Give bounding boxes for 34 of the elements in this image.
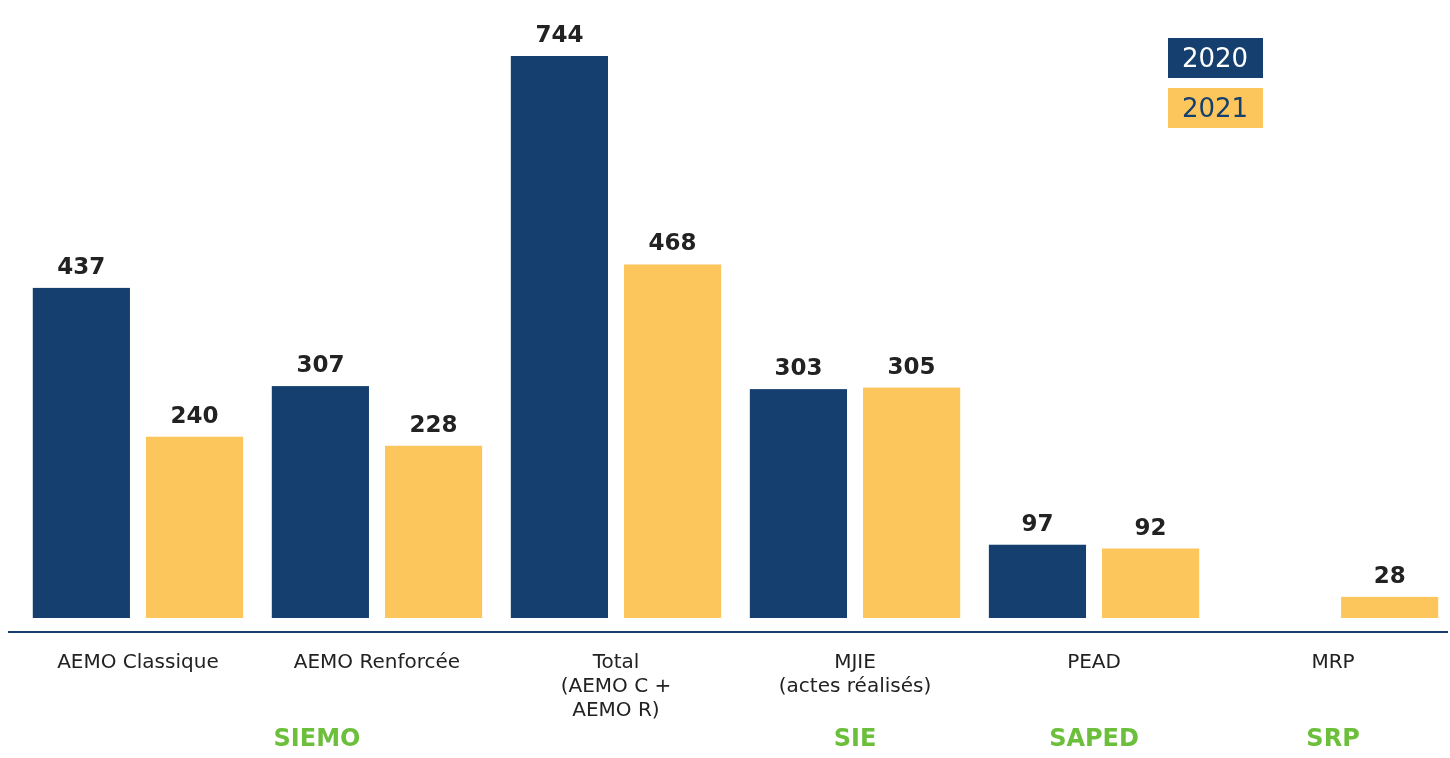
data-label: 28 <box>1373 561 1406 588</box>
data-label: 744 <box>535 21 584 47</box>
text: SIE <box>833 724 877 752</box>
data-label: 468 <box>648 229 697 256</box>
bar <box>271 386 369 618</box>
x-tick-label: AEMO Classique <box>57 649 219 673</box>
bar <box>863 387 961 618</box>
data-label: 228 <box>409 410 458 437</box>
bar <box>1102 548 1200 618</box>
bar <box>510 56 608 618</box>
bar <box>145 436 244 618</box>
text: 2020 <box>1181 43 1249 73</box>
bar <box>623 264 722 618</box>
bar <box>32 287 130 618</box>
x-tick-label: MRP <box>1311 649 1355 673</box>
data-label: 92 <box>1134 513 1167 540</box>
x-tick-label: PEAD <box>1067 649 1121 673</box>
x-tick-label: AEMO Renforcée <box>293 649 461 673</box>
data-label: 240 <box>170 401 219 428</box>
bar <box>988 544 1087 618</box>
data-label: 437 <box>57 252 106 279</box>
text: 2021 <box>1181 93 1249 123</box>
data-label: 97 <box>1021 509 1054 536</box>
text: SRP <box>1306 724 1360 752</box>
text: SAPED <box>1049 724 1139 752</box>
bar <box>749 389 848 618</box>
data-label: 307 <box>296 351 345 378</box>
bar <box>384 445 483 618</box>
x-tick-label: MJIE (actes réalisés) <box>778 649 932 697</box>
text: SIEMO <box>273 724 361 752</box>
data-label: 303 <box>774 354 823 381</box>
x-tick-label: Total (AEMO C + AEMO R) <box>560 649 672 721</box>
data-label: 305 <box>887 352 936 379</box>
bar <box>1341 596 1439 618</box>
